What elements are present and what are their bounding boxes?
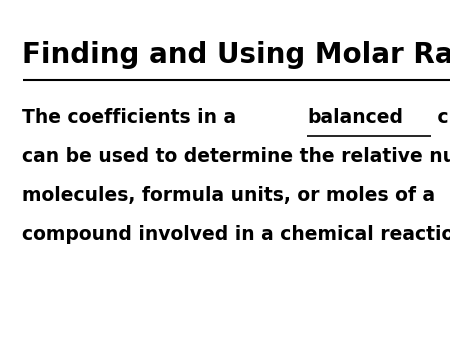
Text: molecules, formula units, or moles of a: molecules, formula units, or moles of a <box>22 186 436 205</box>
Text: compound involved in a chemical reaction.: compound involved in a chemical reaction… <box>22 225 450 244</box>
Text: The coefficients in a: The coefficients in a <box>22 108 243 127</box>
Text: Finding and Using Molar Ratios: Finding and Using Molar Ratios <box>22 41 450 69</box>
Text: can be used to determine the relative number of: can be used to determine the relative nu… <box>22 147 450 166</box>
Text: chemical equation: chemical equation <box>431 108 450 127</box>
Text: balanced: balanced <box>307 108 403 127</box>
